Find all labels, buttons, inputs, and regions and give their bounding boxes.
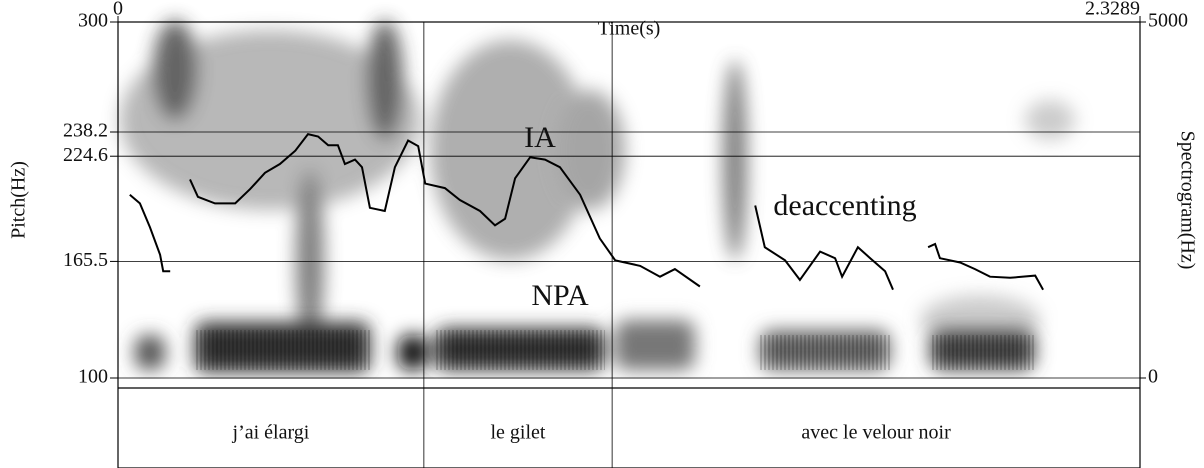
x-axis-label: Time(s)	[598, 18, 661, 40]
y-axis-label: Pitch(Hz)	[8, 161, 30, 239]
y-tick-label: 300	[78, 10, 108, 32]
y-tick-label: 238.2	[63, 120, 108, 142]
y2-axis-label: Spectrogram(Hz)	[1176, 131, 1198, 270]
annotation: NPA	[531, 279, 589, 312]
y-tick-label: 165.5	[63, 249, 108, 271]
x-tick-label: 0	[113, 0, 123, 20]
spectrogram	[120, 20, 1075, 350]
tier-label: le gilet	[491, 422, 546, 444]
x-tick-label: 2.3289	[1085, 0, 1140, 20]
voicing-striations	[195, 330, 1035, 370]
tier-label: j’ai élargi	[232, 422, 310, 444]
y2-tick-label: 5000	[1148, 10, 1188, 32]
annotation: IA	[524, 121, 556, 154]
tier-background	[0, 379, 1204, 468]
tier-label: avec le velour noir	[801, 422, 951, 444]
y2-tick-label: 0	[1148, 366, 1158, 388]
y-tick-label: 100	[78, 366, 108, 388]
pitch-contour	[129, 132, 1044, 291]
annotation: deaccenting	[773, 189, 916, 222]
y-tick-label: 224.6	[63, 144, 108, 166]
